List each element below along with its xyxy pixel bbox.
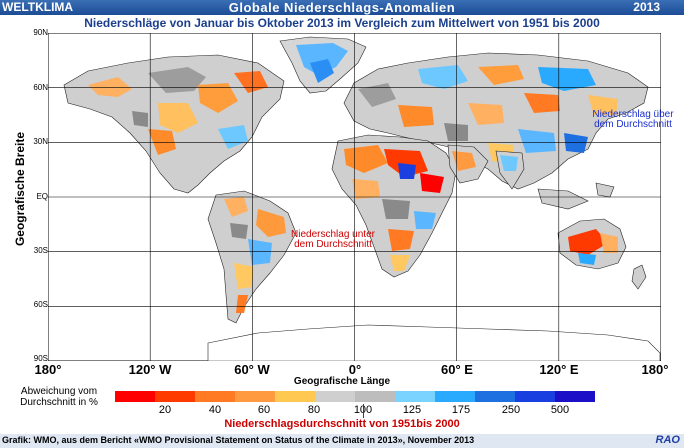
legend-color-bar (115, 391, 595, 402)
lat-tick-90n: 90N (33, 28, 48, 37)
lat-tick-60s: 60S (33, 300, 48, 309)
lat-tick-eq: EQ (36, 192, 48, 201)
lon-tick-60e: 60° E (441, 362, 473, 377)
legend-label-20: 20 (158, 404, 172, 416)
new-zealand (631, 264, 647, 290)
legend-label-80: 80 (307, 404, 321, 416)
header-bar: WELTKLIMA Globale Niederschlags-Anomalie… (0, 0, 684, 15)
legend-label-60: 60 (257, 404, 271, 416)
lat-tick-60n: 60N (33, 83, 48, 92)
legend-swatch-9 (475, 391, 516, 402)
map-subtitle: Niederschläge von Januar bis Oktober 201… (84, 16, 600, 30)
legend-label-175: 175 (451, 404, 471, 416)
legend-caption: Abweichung vom Durchschnitt in % (4, 386, 114, 408)
lon-tick-0: 0° (348, 362, 362, 377)
legend-swatch-0 (115, 391, 156, 402)
lon-tick-120e: 120° E (539, 362, 579, 377)
lon-tick-60w: 60° W (234, 362, 270, 377)
legend-swatch-2 (195, 391, 236, 402)
legend-swatch-8 (435, 391, 476, 402)
southeast-asia (537, 188, 589, 210)
source-credit: Grafik: WMO, aus dem Bericht «WMO Provis… (2, 435, 475, 445)
rao-logo: RAO (655, 434, 680, 446)
annotation-below-average: Niederschlag unter dem Durchschnitt (283, 230, 383, 250)
antarctica (207, 324, 661, 361)
lon-tick-180w: 180° (34, 362, 62, 377)
year-label: 2013 (633, 0, 660, 14)
legend-swatch-10 (515, 391, 556, 402)
annotation-above-line1: Niederschlag über (592, 109, 674, 120)
legend-caption-line2: Durchschnitt in % (20, 397, 98, 408)
lat-tick-30n: 30N (33, 137, 48, 146)
annotation-above-average: Niederschlag über dem Durchschnitt (588, 110, 678, 130)
legend-swatch-4 (275, 391, 316, 402)
legend-swatch-7 (395, 391, 436, 402)
legend-caption-line1: Abweichung vom (20, 386, 98, 397)
annotation-below-line2: dem Durchschnitt (294, 239, 372, 250)
lat-tick-90s: 90S (33, 354, 48, 363)
map-title: Globale Niederschlags-Anomalien (228, 0, 456, 15)
legend-swatch-1 (155, 391, 196, 402)
annotation-below-line1: Niederschlag unter (291, 229, 375, 240)
footer-bar: Grafik: WMO, aus dem Bericht «WMO Provis… (0, 434, 684, 448)
legend-label-125: 125 (402, 404, 422, 416)
precipitation-anomaly-map (48, 33, 661, 361)
graticule (48, 33, 661, 361)
legend-label-250: 250 (501, 404, 521, 416)
legend-swatch-11 (555, 391, 595, 402)
legend-swatch-5 (315, 391, 356, 402)
lon-tick-120w: 120° W (128, 362, 172, 377)
lon-tick-180e: 180° (641, 362, 669, 377)
brand-label: WELTKLIMA (2, 0, 74, 14)
legend-swatch-3 (235, 391, 276, 402)
lat-tick-30s: 30S (33, 246, 48, 255)
legend-label-40: 40 (208, 404, 222, 416)
reference-marker (363, 404, 364, 418)
x-axis-label: Geografische Länge (293, 376, 391, 387)
reference-line-label: Niederschlagsdurchschnitt von 1951bis 20… (224, 418, 460, 430)
legend-label-100: 100 (348, 404, 378, 416)
legend-label-500: 500 (550, 404, 570, 416)
annotation-above-line2: dem Durchschnitt (594, 119, 672, 130)
legend-swatch-6 (355, 391, 396, 402)
